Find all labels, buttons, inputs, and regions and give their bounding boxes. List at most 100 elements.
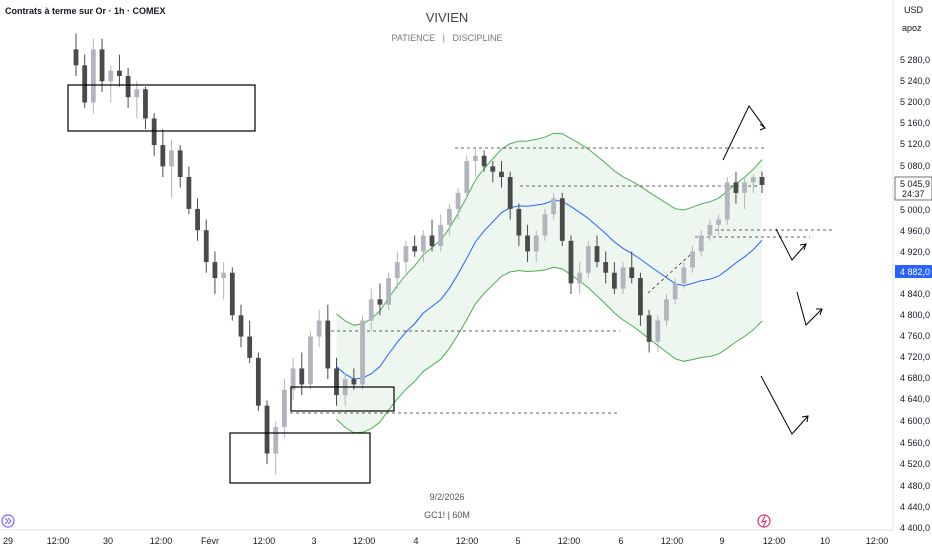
candle-body	[620, 267, 626, 289]
lightning-icon[interactable]	[757, 514, 771, 528]
candle-body	[429, 235, 435, 247]
time-axis[interactable]: 29 12:00 30 12:00 Févr 12:00 3 12:00 4 12:00 5 12:0…	[0, 529, 893, 546]
candle-body	[481, 155, 487, 167]
candle-body	[177, 150, 183, 177]
price-ticks: 5 280,0 5 240,0 5 200,0 5 160,0 5 120,0 5 080…	[900, 55, 930, 533]
bottom-date: 9/2/2026	[429, 492, 464, 502]
time-tick-label: 12:00	[253, 536, 276, 546]
zone-boxes	[67, 84, 395, 484]
currency-label[interactable]: USD	[904, 5, 924, 15]
envelope-fill	[336, 133, 762, 433]
candle-body	[672, 283, 678, 300]
time-tick-label: Févr	[201, 536, 219, 546]
candle-body	[507, 177, 513, 209]
projection-path	[775, 228, 807, 261]
candle-body	[134, 89, 140, 98]
candle-body	[455, 192, 461, 209]
time-tick-label: 30	[103, 536, 113, 546]
candle-body	[551, 198, 556, 215]
projection-path	[796, 291, 823, 326]
double-chevron-right-icon[interactable]	[1, 514, 15, 528]
candle-body	[464, 161, 470, 193]
candle-body	[594, 246, 600, 263]
price-tick-label: 5 280,0	[900, 55, 930, 65]
price-tick-label: 4 760,0	[900, 331, 930, 341]
candle-body	[716, 219, 721, 225]
candle-body	[525, 235, 530, 252]
last-price-label: 5 045,9	[900, 179, 930, 189]
countdown-label: 24:37	[902, 189, 925, 199]
candle-body	[99, 49, 105, 82]
bottom-ticker: GC1! | 60M	[424, 510, 470, 520]
price-tick-label: 4 440,0	[900, 502, 930, 512]
time-tick-label: 5	[515, 536, 520, 546]
time-tick-label: 6	[618, 536, 623, 546]
time-tick-label: 29	[3, 536, 13, 546]
candle-body	[229, 272, 235, 316]
candle-body	[334, 368, 339, 396]
candle-body	[577, 272, 583, 284]
demand-zone-box-lower	[229, 432, 371, 484]
envelope-upper-line	[336, 132, 763, 326]
candle-body	[646, 315, 652, 342]
candle-body	[186, 177, 192, 209]
price-tick-label: 5 200,0	[900, 97, 930, 107]
candle-body	[255, 357, 261, 406]
candle-body	[499, 171, 504, 177]
price-scale[interactable]: USD apoz 5 280,0 5 240,0 5 200,0 5 160,0 5 1…	[892, 0, 932, 533]
price-tick-label: 4 680,0	[900, 373, 930, 383]
price-tick-label: 5 000,0	[900, 205, 930, 215]
candle-body	[368, 299, 374, 321]
time-tick-label: 12:00	[150, 536, 173, 546]
price-tick-label: 4 600,0	[900, 416, 930, 426]
candle-body	[308, 336, 313, 385]
projection-path	[722, 105, 766, 161]
candle-body	[698, 235, 704, 252]
candle-body	[90, 49, 96, 103]
demand-zone-box	[290, 386, 395, 412]
candle-body	[394, 262, 400, 279]
candle-body	[282, 389, 287, 427]
candles	[73, 33, 765, 475]
candle-body	[108, 70, 114, 82]
candle-body	[438, 224, 444, 247]
candle-body	[273, 426, 279, 454]
watermark-title: VIVIEN	[426, 10, 469, 25]
candle-body	[638, 278, 643, 316]
candle-body	[629, 267, 635, 279]
price-tick-label: 4 800,0	[900, 310, 930, 320]
time-labels: 29 12:00 30 12:00 Févr 12:00 3 12:00 4 12:00 5 12:0…	[3, 536, 888, 546]
candle-body	[316, 320, 322, 337]
candle-body	[516, 208, 522, 236]
moving-average-line	[336, 199, 763, 380]
time-tick-label: 12:00	[866, 536, 889, 546]
price-tick-label: 4 920,0	[900, 247, 930, 257]
candle-body	[655, 320, 661, 342]
symbol-title[interactable]: Contrats à terme sur Or · 1h · COMEX	[5, 6, 166, 16]
candle-body	[681, 267, 687, 284]
arrowhead-icon	[799, 243, 807, 251]
time-tick-label: 3	[311, 536, 316, 546]
dashed-levels	[290, 147, 835, 414]
envelope-band	[336, 132, 763, 434]
candle-body	[386, 278, 392, 305]
arrowhead-icon	[801, 415, 809, 423]
candle-body	[125, 75, 131, 98]
candle-body	[238, 315, 244, 337]
ma-price-label: 4 882,0	[900, 267, 930, 277]
candle-body	[690, 251, 695, 268]
time-tick-label: 12:00	[661, 536, 684, 546]
candle-body	[446, 208, 452, 225]
user-label: apoz	[902, 23, 922, 33]
time-tick-label: 12:00	[558, 536, 581, 546]
time-tick-label: 12:00	[763, 536, 786, 546]
candle-body	[420, 235, 426, 252]
candle-body	[733, 182, 739, 193]
candle-body	[377, 299, 383, 305]
candle-body	[412, 246, 418, 252]
supply-zone-box	[67, 84, 256, 132]
candle-body	[151, 118, 157, 146]
price-tick-label: 5 160,0	[900, 118, 930, 128]
candle-body	[750, 177, 756, 183]
